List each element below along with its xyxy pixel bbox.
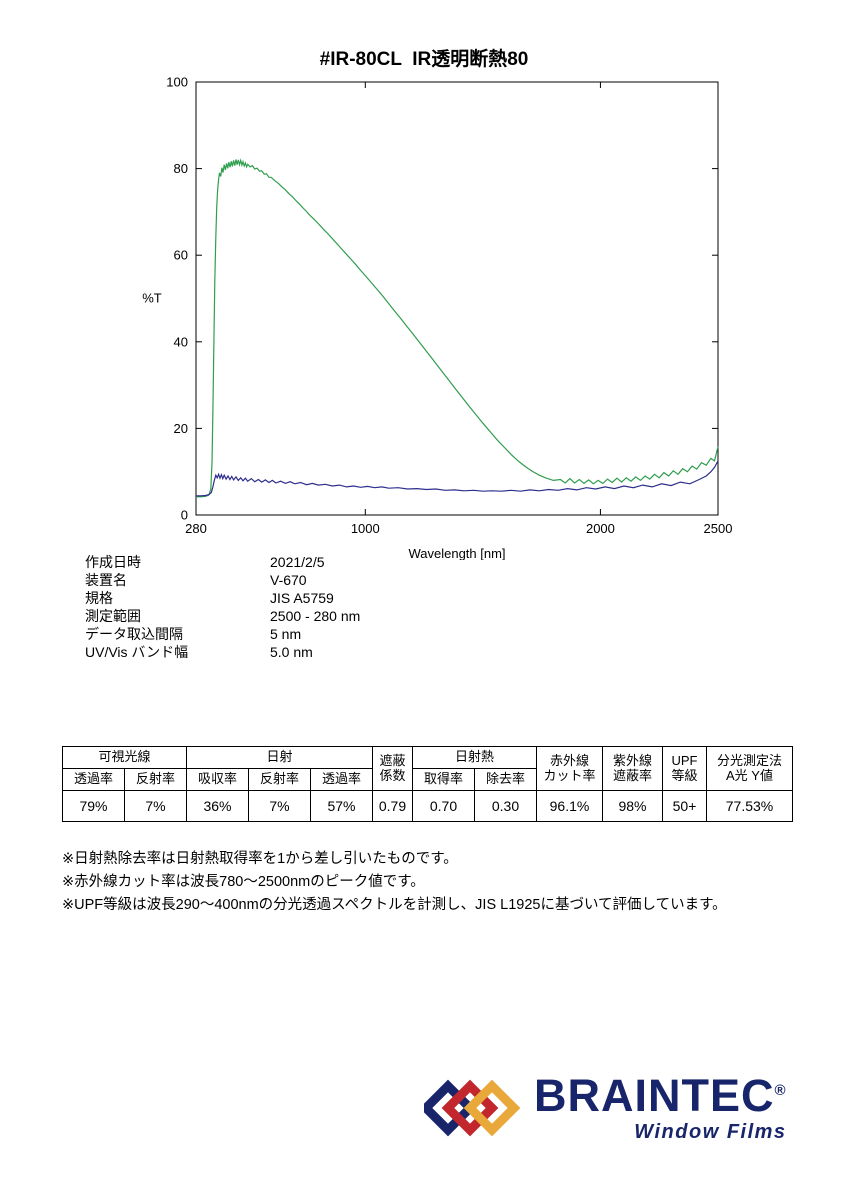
metadata-row: 作成日時 2021/2/5 xyxy=(85,553,360,571)
subcol-vl-transmittance: 透過率 xyxy=(62,768,125,791)
registered-mark: ® xyxy=(774,1081,787,1099)
value-solar-reflectance: 7% xyxy=(248,790,311,822)
transmittance-curve xyxy=(196,158,719,498)
value-solar-transmittance: 57% xyxy=(310,790,373,822)
metadata-label: 測定範囲 xyxy=(85,608,141,624)
value-shading-coefficient: 0.79 xyxy=(372,790,413,822)
metadata-value: 5 nm xyxy=(270,626,302,642)
value-upf-grade: 50+ xyxy=(662,790,707,822)
metadata-value: 2021/2/5 xyxy=(270,554,325,570)
metadata-row: 測定範囲 2500 - 280 nm xyxy=(85,607,360,625)
diamond-gold-icon xyxy=(463,1079,520,1137)
brand-tagline: Window Films xyxy=(634,1120,787,1143)
subcol-heat-removal: 除去率 xyxy=(474,768,537,791)
logo-diamonds-icon xyxy=(424,1079,520,1137)
value-solar-absorption: 36% xyxy=(186,790,249,822)
x-axis-label: Wavelength [nm] xyxy=(408,546,505,560)
metadata-value: 2500 - 280 nm xyxy=(270,608,361,624)
diamond-navy-icon xyxy=(424,1079,477,1137)
value-vl-transmittance: 79% xyxy=(62,790,125,822)
y-tick-label: 20 xyxy=(174,421,188,436)
x-tick-label: 2500 xyxy=(704,521,733,536)
y-tick-label: 40 xyxy=(174,334,188,349)
metadata-label: 装置名 xyxy=(85,572,127,588)
results-table: 可視光線 日射 遮蔽 係数 日射熱 赤外線 カット率 紫外線 遮蔽率 UPF 等… xyxy=(62,746,793,822)
footnotes: ※日射熱除去率は日射熱取得率を1から差し引いたものです。 ※赤外線カット率は波長… xyxy=(62,848,727,917)
col-uv-block-rate: 紫外線 遮蔽率 xyxy=(602,746,663,791)
braintec-logo: BRAINTEC® Window Films xyxy=(424,1072,787,1144)
footnote: ※赤外線カット率は波長780～2500nmのピーク値です。 xyxy=(62,874,425,890)
metadata-value: JIS A5759 xyxy=(270,590,334,606)
metadata-label: 規格 xyxy=(85,590,113,606)
subcol-heat-gain: 取得率 xyxy=(412,768,475,791)
subcol-solar-reflectance: 反射率 xyxy=(248,768,311,791)
diamond-red-icon xyxy=(441,1079,499,1137)
value-heat-gain: 0.70 xyxy=(412,790,475,822)
value-uv-block-rate: 98% xyxy=(602,790,663,822)
y-axis-label: %T xyxy=(142,291,162,306)
brand-block: BRAINTEC® Window Films xyxy=(534,1073,787,1144)
value-heat-removal: 0.30 xyxy=(474,790,537,822)
subcol-solar-transmittance: 透過率 xyxy=(310,768,373,791)
reflectance-curve xyxy=(196,460,719,497)
value-spectro-y-value: 77.53% xyxy=(706,790,793,822)
x-tick-label: 2000 xyxy=(586,521,615,536)
plot-frame xyxy=(195,81,719,516)
y-tick-label: 100 xyxy=(166,75,188,90)
metadata-row: 装置名 V-670 xyxy=(85,571,360,589)
x-tick-label: 1000 xyxy=(351,521,380,536)
metadata-row: 規格 JIS A5759 xyxy=(85,589,360,607)
subcol-solar-absorption: 吸収率 xyxy=(186,768,249,791)
col-upf-grade: UPF 等級 xyxy=(662,746,707,791)
spectral-chart: 0 20 40 60 80 100 280 1000 2000 2500 %T Wavelength … xyxy=(142,75,733,561)
metadata-label: データ取込間隔 xyxy=(85,626,183,642)
col-ir-cut-rate: 赤外線 カット率 xyxy=(536,746,603,791)
metadata-row: データ取込間隔 5 nm xyxy=(85,625,360,643)
value-vl-reflectance: 7% xyxy=(124,790,187,822)
report-title: #IR-80CL IR透明断熱80 xyxy=(319,49,529,70)
metadata-row: UV/Vis バンド幅 5.0 nm xyxy=(85,643,360,661)
col-group-solar: 日射 xyxy=(186,746,373,769)
footnote: ※UPF等級は波長290～400nmの分光透過スペクトルを計測し、JIS L19… xyxy=(62,897,727,913)
y-tick-label: 0 xyxy=(181,508,188,523)
footnote: ※日射熱除去率は日射熱取得率を1から差し引いたものです。 xyxy=(62,851,458,867)
metadata-label: 作成日時 xyxy=(85,554,141,570)
metadata-value: 5.0 nm xyxy=(270,644,313,660)
metadata-value: V-670 xyxy=(270,572,307,588)
metadata-label: UV/Vis バンド幅 xyxy=(85,644,189,660)
col-group-solar-heat: 日射熱 xyxy=(412,746,537,769)
x-tick-label: 280 xyxy=(185,521,207,536)
brand-text: BRAINTEC xyxy=(534,1069,775,1121)
col-group-visible-light: 可視光線 xyxy=(62,746,187,769)
y-tick-label: 60 xyxy=(174,248,188,263)
brand-name: BRAINTEC® xyxy=(534,1073,787,1118)
col-shading-coefficient: 遮蔽 係数 xyxy=(372,746,413,791)
col-spectro-y-value: 分光測定法 A光 Y値 xyxy=(706,746,793,791)
y-tick-label: 80 xyxy=(174,161,188,176)
subcol-vl-reflectance: 反射率 xyxy=(124,768,187,791)
measurement-metadata: 作成日時 2021/2/5 装置名 V-670 規格 JIS A5759 測定範… xyxy=(85,553,360,661)
value-ir-cut-rate: 96.1% xyxy=(536,790,603,822)
